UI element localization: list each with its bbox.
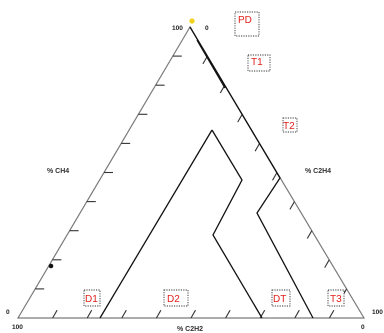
boundary-pd-t1-dt-t3 [189, 26, 314, 319]
bottom-left-zero: 0 [6, 309, 10, 316]
zone-label-pd: PD [238, 15, 252, 26]
bottom-side-tick [225, 309, 231, 319]
zone-box-t3 [327, 289, 345, 307]
right-side-tick [324, 259, 330, 268]
zone-label-t2: T2 [283, 121, 295, 132]
right-side-tick [254, 143, 261, 152]
zone-box-t2 [282, 117, 298, 133]
bottom-side-tick [155, 309, 162, 319]
boundary-t1-t2 [196, 39, 226, 89]
zone-label-d2: D2 [167, 294, 180, 305]
zone-label-t1: T1 [251, 57, 263, 68]
bottom-side-tick [121, 309, 127, 319]
zone-box-t1 [247, 54, 271, 72]
tick-marks [35, 55, 348, 319]
boundary-d2-dt [211, 129, 263, 319]
zone-label-t3: T3 [330, 294, 342, 305]
axis-title-c2h2: % C2H2 [177, 326, 203, 333]
zone-box-d2 [163, 289, 189, 307]
apex-right-value: 0 [205, 25, 209, 32]
right-side-tick [237, 114, 243, 123]
zone-box-d1 [83, 289, 101, 307]
bottom-side-tick [86, 309, 93, 319]
zone-box-pd [234, 11, 260, 37]
right-side-tick [306, 230, 313, 239]
axis-title-ch4: % CH4 [47, 168, 69, 175]
bottom-side-tick [190, 309, 196, 319]
axis-title-c2h4: % C2H4 [305, 168, 331, 175]
bottom-side-tick [328, 309, 335, 319]
bottom-side-tick [52, 309, 58, 319]
bottom-side-tick [294, 309, 300, 319]
right-side-tick [272, 172, 278, 181]
bottom-left-value: 100 [12, 324, 23, 331]
bottom-right-value: 0 [361, 324, 365, 331]
data-point-marker [48, 263, 54, 269]
zone-label-d1: D1 [85, 294, 98, 305]
right-side-tick [289, 201, 295, 210]
zone-label-dt: DT [273, 294, 286, 305]
boundary-d1-d2 [99, 129, 213, 319]
apex-marker [189, 18, 195, 24]
zone-box-dt [271, 289, 291, 307]
bottom-right-hundred: 100 [372, 309, 383, 316]
apex-left-value: 100 [172, 25, 183, 32]
